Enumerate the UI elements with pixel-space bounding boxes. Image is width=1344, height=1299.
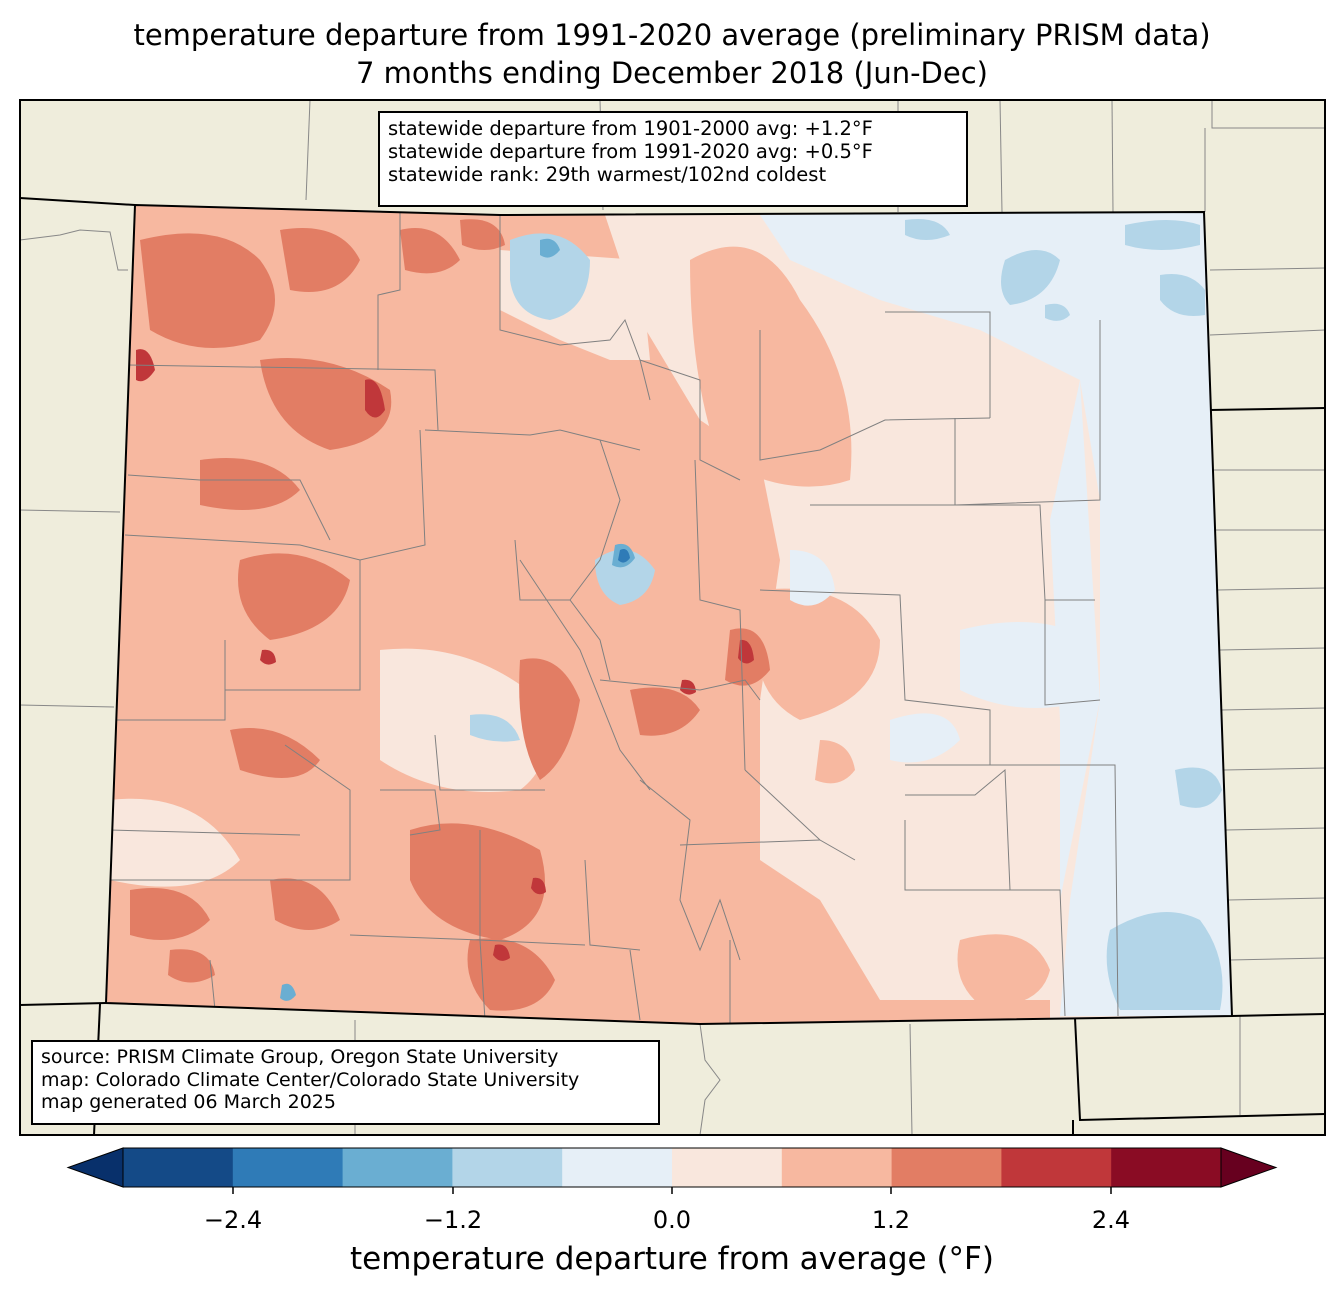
chart-title-line1: temperature departure from 1991-2020 ave… — [133, 18, 1211, 52]
contour-blue-ne1 — [1001, 250, 1060, 305]
contour-red-5 — [260, 649, 276, 665]
arizona-newmexico-border — [19, 1002, 107, 1006]
contour-warm-central — [755, 588, 880, 720]
contour-orange-sw2 — [467, 938, 555, 1011]
colorbar-segment — [891, 1148, 1002, 1187]
colorbar-segment — [1111, 1148, 1222, 1187]
colorbar-tick: −2.4 — [203, 1206, 263, 1234]
colorbar-label: temperature departure from average (°F) — [350, 1241, 994, 1277]
contour-blue-north-park — [510, 233, 590, 320]
contour-blue-ne4 — [1045, 303, 1070, 321]
contour-neutral-gunnison — [380, 648, 547, 792]
contour-orange-nw — [140, 233, 275, 348]
colorbar-segment — [781, 1148, 893, 1187]
contour-blue-south-park — [595, 549, 655, 605]
contour-orange-n — [400, 228, 460, 274]
colorbar-tick: −1.2 — [423, 1206, 483, 1234]
contour-neutral-sw — [110, 798, 240, 887]
colorbar — [66, 1147, 1278, 1194]
credits-generated: map generated 06 March 2025 — [41, 1091, 336, 1113]
kansas-oklahoma-border — [1231, 1013, 1326, 1017]
contour-blue-e — [1175, 767, 1222, 808]
nebraska-kansas-border — [1209, 407, 1326, 411]
statewide-stats-box: statewide departure from 1901-2000 avg: … — [378, 111, 968, 207]
credits-box: source: PRISM Climate Group, Oregon Stat… — [31, 1040, 660, 1125]
contour-cool-east — [760, 212, 1232, 1016]
contour-red-3 — [738, 639, 754, 664]
contour-orange-c — [519, 658, 580, 780]
utah-wyoming-border — [19, 197, 136, 206]
contour-orange-w — [238, 553, 350, 640]
contour-warm-se — [957, 934, 1050, 1006]
contour-blue-ne3 — [1160, 274, 1205, 316]
contour-blue-gunnison — [470, 714, 520, 742]
colorbar-segment — [232, 1148, 344, 1187]
stats-line-rank: statewide rank: 29th warmest/102nd colde… — [388, 163, 827, 186]
colorbar-segment — [1001, 1148, 1112, 1187]
contour-orange-c2 — [630, 687, 700, 736]
contour-orange-sw5 — [168, 949, 215, 983]
contour-orange-sw4 — [270, 878, 340, 930]
colorbar-segment — [452, 1148, 563, 1187]
contour-orange-nw4 — [200, 458, 300, 510]
contour-blue-ne5 — [905, 219, 950, 240]
contour-red-4 — [680, 679, 696, 695]
oklahoma-texas-border — [1074, 1017, 1326, 1122]
contour-blue-core2 — [618, 549, 630, 563]
colorbar-segment — [672, 1148, 783, 1187]
credits-map: map: Colorado Climate Center/Colorado St… — [41, 1068, 580, 1091]
colorbar-segment — [342, 1148, 453, 1187]
map-frame — [19, 99, 1326, 1136]
contour-cool-blob — [890, 713, 960, 763]
contour-orange-n2 — [460, 219, 505, 250]
contour-blue-core — [540, 238, 560, 258]
contour-orange-nw3 — [260, 358, 392, 450]
county-lines — [107, 210, 1119, 1024]
contour-orange-w2 — [230, 728, 320, 778]
colorbar-tick: 1.2 — [871, 1206, 911, 1234]
colorbar-tick: 0.0 — [652, 1206, 692, 1234]
contour-red-2 — [365, 379, 385, 418]
colorbar-extend-high — [1220, 1147, 1278, 1188]
contour-orange-nw2 — [280, 228, 360, 292]
contour-red-6 — [531, 877, 546, 895]
contour-blue-ne2 — [1125, 220, 1200, 250]
contour-red-7 — [493, 944, 510, 961]
contour-cool-plains — [960, 622, 1090, 708]
contour-blue-sw — [280, 983, 296, 1001]
contour-orange-sw — [410, 823, 545, 940]
stats-line-1991-2020: statewide departure from 1991-2020 avg: … — [388, 140, 873, 163]
colorbar-segment — [562, 1148, 673, 1187]
credits-source: source: PRISM Climate Group, Oregon Stat… — [41, 1046, 559, 1068]
contour-warm-north — [690, 246, 852, 487]
temperature-contours — [106, 205, 1232, 1024]
contour-warm-blob — [815, 740, 855, 784]
stats-line-1901-2000: statewide departure from 1901-2000 avg: … — [388, 117, 873, 140]
contour-orange-sw3 — [130, 888, 210, 940]
colorbar-extend-low — [66, 1147, 124, 1188]
colorbar-tick: 2.4 — [1091, 1206, 1131, 1234]
colorbar-segment — [123, 1148, 234, 1187]
chart-title-line2: 7 months ending December 2018 (Jun-Dec) — [356, 56, 988, 90]
contour-blue-se — [1106, 912, 1223, 1010]
